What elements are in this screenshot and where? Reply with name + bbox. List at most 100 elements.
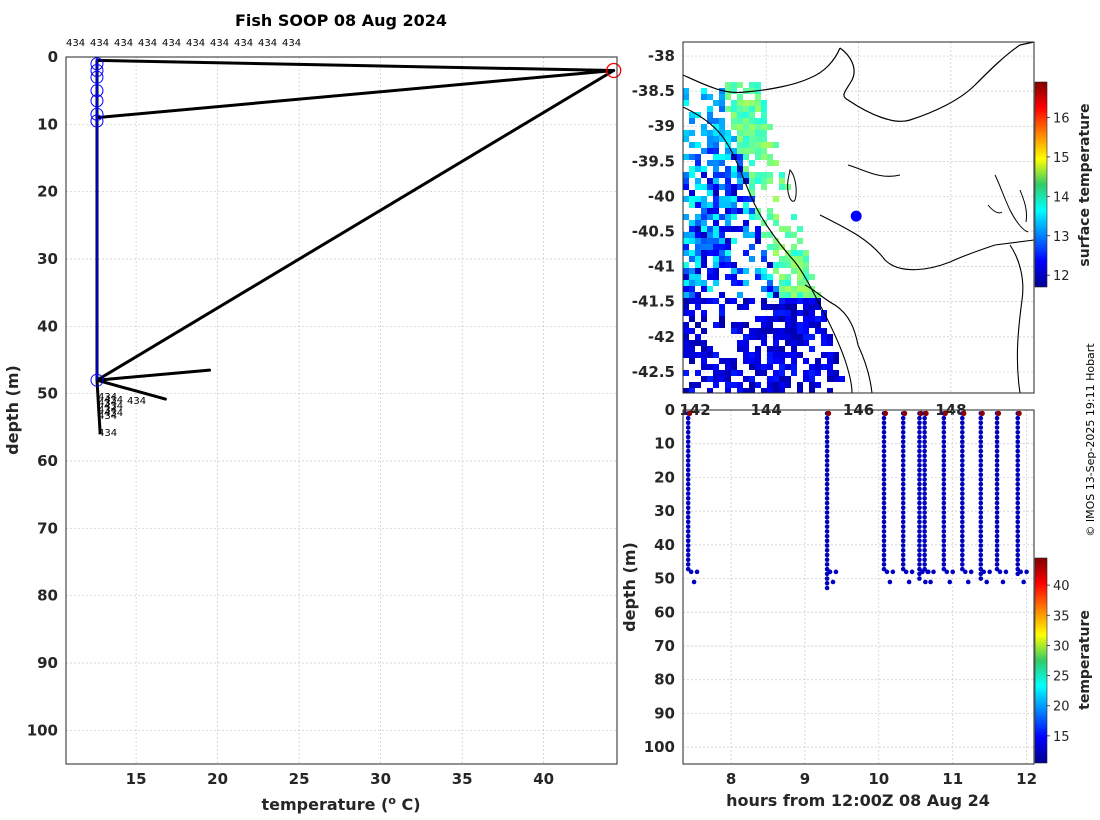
td-dot	[960, 524, 965, 529]
td-dot	[994, 533, 1000, 539]
td-dot	[917, 486, 922, 492]
sst-cell	[755, 370, 761, 376]
td-dot	[960, 439, 965, 444]
sst-cell	[707, 112, 713, 118]
td-dot	[922, 429, 927, 435]
td-dot	[824, 420, 830, 426]
sst-cell	[755, 334, 761, 340]
td-dot	[1015, 533, 1021, 539]
sst-cell	[725, 256, 731, 262]
td-dot	[881, 505, 887, 511]
sst-cell	[779, 352, 785, 358]
sst-cell	[767, 292, 773, 298]
sst-cell	[791, 352, 797, 358]
td-dot	[1015, 467, 1021, 473]
sst-cell	[683, 154, 689, 160]
td-dot	[960, 505, 965, 511]
sst-cell	[773, 352, 779, 358]
vessel-position-marker	[850, 210, 862, 222]
td-dot	[900, 462, 906, 468]
sst-cell	[773, 382, 779, 388]
td-dot	[994, 486, 1000, 492]
sst-cell	[797, 250, 803, 256]
td-dot	[960, 415, 965, 421]
td-dot	[978, 510, 984, 515]
sst-cell	[689, 190, 695, 196]
td-dot	[900, 547, 906, 553]
td-dot	[922, 425, 927, 430]
profile-y-tick-label: 10	[37, 115, 58, 133]
td-dot	[881, 453, 887, 459]
td-dot	[917, 477, 922, 482]
sst-cell	[791, 268, 797, 274]
td-dot	[941, 547, 947, 553]
td-dot	[917, 472, 922, 478]
sst-cell	[683, 130, 689, 136]
sst-cell	[725, 88, 731, 94]
sst-cell	[683, 298, 689, 304]
sst-cell	[725, 202, 731, 208]
cast-label: 434	[98, 398, 117, 409]
sst-cell	[791, 316, 797, 322]
sst-cell	[791, 232, 797, 238]
sst-cell	[725, 94, 731, 100]
td-dot	[824, 472, 830, 478]
td-dot	[978, 472, 984, 478]
td-dot	[685, 477, 691, 482]
sst-cell	[743, 154, 749, 160]
td-dot	[922, 514, 927, 520]
sst-cell	[749, 244, 755, 250]
x-axis-label: temperature (o C)	[261, 794, 420, 815]
sst-cell	[719, 232, 725, 238]
sst-cell	[707, 106, 713, 112]
sst-cell	[803, 304, 809, 310]
sst-cell	[767, 304, 773, 310]
td-dot	[917, 505, 922, 511]
td-dot	[685, 510, 691, 515]
td-dot	[881, 543, 887, 548]
sst-cell	[683, 238, 689, 244]
sst-cell	[701, 364, 707, 370]
cast-label: 434	[104, 408, 123, 419]
td-dot	[994, 524, 1000, 529]
sst-cell	[695, 142, 701, 148]
sst-cell	[701, 238, 707, 244]
td-dot	[941, 434, 947, 440]
td-dot	[917, 425, 922, 430]
td-dot	[917, 524, 922, 529]
sst-cell	[683, 352, 689, 358]
sst-cell	[773, 310, 779, 316]
sst-cell	[797, 298, 803, 304]
sst-cell	[719, 136, 725, 142]
sst-cell	[743, 178, 749, 184]
td-dot	[917, 434, 922, 440]
sst-cell	[683, 274, 689, 280]
td-dot	[881, 547, 887, 553]
sst-cell	[803, 262, 809, 268]
sst-cell	[713, 118, 719, 124]
td-dot	[685, 481, 691, 487]
sst-cell	[719, 118, 725, 124]
sst-cell	[737, 142, 743, 148]
td-bottom-dot	[906, 579, 912, 585]
td-dot	[978, 429, 984, 435]
sst-cell	[725, 376, 731, 382]
sst-cell	[719, 292, 725, 298]
td-dot	[685, 562, 691, 567]
sst-cell	[803, 286, 809, 292]
td-dot	[881, 420, 887, 426]
td-dot	[960, 547, 965, 553]
sst-cell	[701, 184, 707, 190]
sst-cell	[683, 334, 689, 340]
td-dot	[1015, 524, 1021, 529]
profile-y-tick-label: 50	[37, 385, 58, 403]
sst-cell	[725, 262, 731, 268]
sst-cell	[749, 172, 755, 178]
sst-cell	[701, 262, 707, 268]
td-dot	[941, 486, 947, 492]
td-dot	[941, 444, 947, 449]
td-dot	[881, 477, 887, 482]
sst-cell	[743, 340, 749, 346]
td-bottom-dot	[950, 569, 956, 575]
td-bottom-dot	[833, 569, 839, 575]
